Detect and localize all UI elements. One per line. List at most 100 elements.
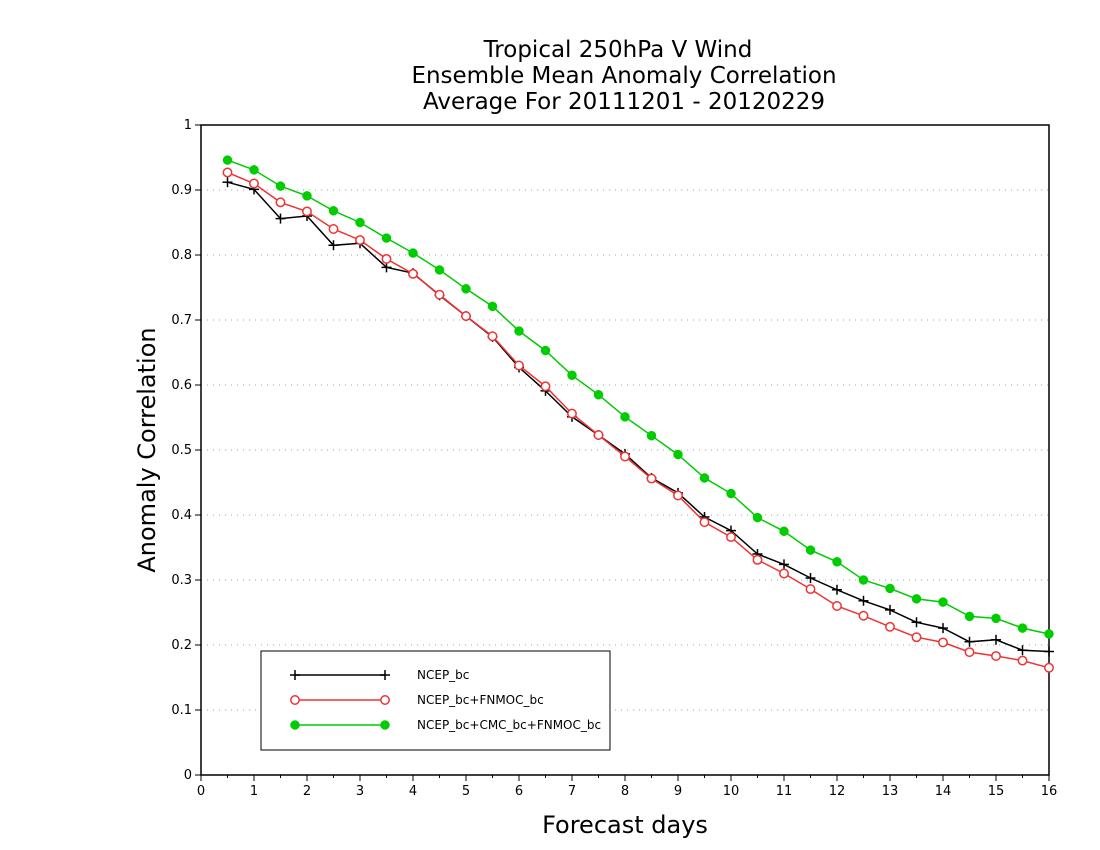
data-point bbox=[911, 632, 922, 643]
data-point bbox=[620, 451, 630, 462]
legend-marker bbox=[290, 670, 300, 680]
x-axis-title: Forecast days bbox=[542, 811, 708, 839]
x-tick-label: 6 bbox=[515, 784, 523, 799]
data-point bbox=[434, 289, 445, 300]
data-point bbox=[275, 197, 286, 208]
series-2 bbox=[222, 167, 1054, 673]
x-tick-label: 0 bbox=[197, 784, 205, 799]
data-point bbox=[646, 473, 657, 484]
data-point bbox=[514, 360, 524, 371]
data-point bbox=[222, 177, 233, 188]
x-tick-label: 4 bbox=[409, 784, 417, 799]
data-point bbox=[302, 206, 312, 217]
data-point bbox=[964, 611, 975, 622]
legend-item: NCEP_bc+CMC_bc+FNMOC_bc bbox=[290, 718, 601, 732]
data-point bbox=[805, 584, 816, 595]
data-point bbox=[646, 430, 657, 441]
series-line bbox=[227, 181, 1050, 653]
data-point bbox=[381, 253, 392, 264]
data-point bbox=[355, 235, 365, 246]
x-tick-label: 15 bbox=[988, 784, 1005, 799]
y-tick-label: 0.8 bbox=[171, 248, 192, 263]
data-point bbox=[726, 488, 736, 499]
y-tick-label: 0.3 bbox=[171, 573, 192, 588]
data-point bbox=[858, 595, 869, 606]
data-point bbox=[567, 408, 577, 419]
data-point bbox=[275, 213, 286, 224]
x-tick-label: 5 bbox=[462, 784, 470, 799]
legend-label: NCEP_bc+CMC_bc+FNMOC_bc bbox=[417, 718, 601, 732]
data-point bbox=[858, 610, 869, 621]
data-point bbox=[885, 604, 895, 615]
x-tick-label: 11 bbox=[776, 784, 793, 799]
data-point bbox=[249, 165, 259, 175]
y-tick-label: 0.4 bbox=[171, 508, 192, 523]
series-line bbox=[227, 171, 1050, 669]
chart-title: Tropical 250hPa V Wind Ensemble Mean Ano… bbox=[411, 37, 836, 115]
y-tick-label: 0 bbox=[184, 768, 192, 783]
x-tick-label: 13 bbox=[882, 784, 899, 799]
data-point bbox=[938, 623, 948, 634]
data-point bbox=[593, 390, 604, 400]
data-point bbox=[673, 449, 683, 460]
axes: 00.10.20.30.40.50.60.70.80.910 1 2 3 4 5 6 7 8 9 1… bbox=[171, 118, 1057, 799]
legend-marker bbox=[380, 670, 390, 680]
data-point bbox=[1044, 629, 1054, 639]
y-axis-title: Anomaly Correlation bbox=[133, 327, 161, 572]
y-tick-label: 0.5 bbox=[171, 443, 192, 458]
y-tick-label: 0.6 bbox=[171, 378, 192, 393]
data-point bbox=[964, 647, 975, 658]
data-point bbox=[752, 554, 763, 565]
data-point bbox=[885, 583, 895, 594]
legend-marker bbox=[290, 695, 300, 705]
x-tick-label: 14 bbox=[935, 784, 952, 799]
legend-marker bbox=[290, 720, 300, 730]
data-point bbox=[699, 473, 710, 483]
legend-marker bbox=[380, 695, 390, 705]
data-point bbox=[779, 526, 789, 536]
x-tick-label: 8 bbox=[621, 784, 629, 799]
data-point bbox=[673, 490, 683, 501]
data-point bbox=[328, 224, 339, 234]
data-point bbox=[832, 557, 842, 567]
data-point bbox=[885, 621, 895, 632]
data-point bbox=[991, 651, 1001, 661]
data-point bbox=[593, 430, 604, 440]
data-point bbox=[991, 634, 1001, 645]
data-point bbox=[408, 268, 418, 279]
series-layer bbox=[222, 155, 1054, 673]
data-point bbox=[222, 155, 233, 165]
data-point bbox=[991, 613, 1001, 624]
x-tick-label: 2 bbox=[303, 784, 311, 799]
x-tick-label: 1 bbox=[250, 784, 258, 799]
data-point bbox=[858, 575, 869, 585]
title-line-2: Ensemble Mean Anomaly Correlation bbox=[411, 63, 836, 89]
y-tick-label: 0.9 bbox=[171, 183, 192, 198]
x-tick-label: 10 bbox=[723, 784, 740, 799]
series-line bbox=[227, 159, 1050, 635]
data-point bbox=[355, 217, 365, 228]
data-point bbox=[1044, 662, 1054, 673]
x-tick-label: 16 bbox=[1041, 784, 1058, 799]
legend-label: NCEP_bc+FNMOC_bc bbox=[417, 693, 544, 707]
data-point bbox=[779, 568, 789, 579]
data-point bbox=[699, 517, 710, 528]
data-point bbox=[805, 545, 816, 555]
data-point bbox=[832, 584, 842, 595]
data-point bbox=[302, 191, 312, 201]
x-tick-label: 12 bbox=[829, 784, 846, 799]
data-point bbox=[408, 248, 418, 258]
data-point bbox=[328, 240, 339, 251]
title-line-3: Average For 20111201 - 20120229 bbox=[423, 89, 825, 115]
data-point bbox=[1017, 645, 1028, 656]
y-tick-label: 0.1 bbox=[171, 703, 192, 718]
y-tick-label: 0.2 bbox=[171, 638, 192, 653]
data-point bbox=[805, 573, 816, 584]
data-point bbox=[752, 512, 763, 523]
series-3 bbox=[222, 155, 1054, 639]
data-point bbox=[567, 370, 577, 380]
data-point bbox=[434, 265, 445, 275]
data-point bbox=[275, 181, 286, 191]
x-tick-label: 9 bbox=[674, 784, 682, 799]
